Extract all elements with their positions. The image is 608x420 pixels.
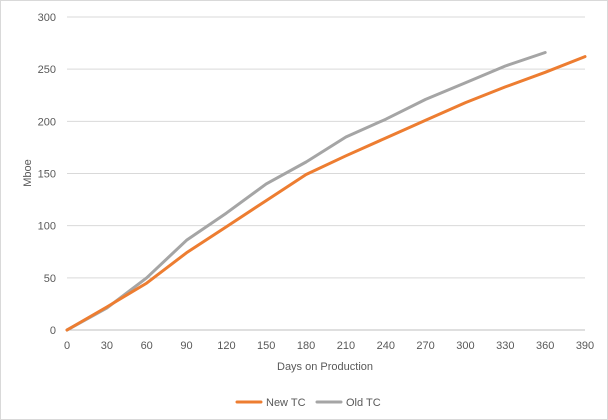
y-tick-label: 100 [38, 221, 56, 233]
y-tick-label: 200 [38, 116, 56, 128]
x-tick-label: 60 [141, 340, 153, 352]
x-tick-label: 300 [456, 340, 474, 352]
y-tick-label: 50 [44, 273, 56, 285]
x-axis-ticks: 0 30 60 90 120 150 180 210 240 270 300 330 360 390 [64, 340, 594, 352]
x-tick-label: 150 [257, 340, 275, 352]
x-tick-label: 330 [496, 340, 514, 352]
series-line-new-tc [65, 55, 587, 332]
x-tick-label: 90 [180, 340, 192, 352]
x-tick-label: 270 [416, 340, 434, 352]
x-tick-label: 0 [64, 340, 70, 352]
legend-label: New TC [266, 397, 306, 409]
x-tick-label: 120 [217, 340, 235, 352]
x-tick-label: 30 [101, 340, 113, 352]
x-tick-label: 390 [576, 340, 594, 352]
y-tick-label: 150 [38, 169, 56, 181]
x-tick-label: 180 [297, 340, 315, 352]
y-tick-label: 0 [50, 325, 56, 337]
y-axis-title: Mboe [22, 159, 34, 187]
series-line-old-tc [65, 51, 547, 332]
series-lines [65, 51, 587, 332]
x-tick-label: 210 [337, 340, 355, 352]
x-axis-title: Days on Production [277, 361, 373, 373]
x-tick-label: 240 [377, 340, 395, 352]
x-tick-label: 360 [536, 340, 554, 352]
y-tick-label: 250 [38, 64, 56, 76]
y-tick-label: 300 [38, 12, 56, 24]
y-axis-ticks: 0 50 100 150 200 250 300 [38, 12, 56, 337]
legend: New TC Old TC [235, 397, 381, 409]
legend-label: Old TC [346, 397, 381, 409]
